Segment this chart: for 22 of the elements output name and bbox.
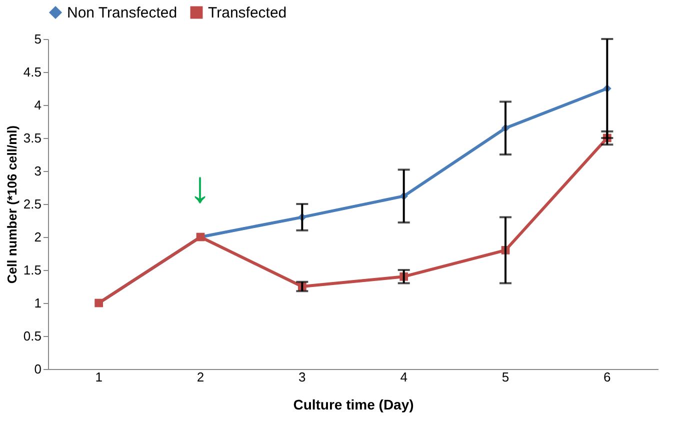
x-tick-label: 2	[196, 370, 204, 384]
y-axis-title: Cell number (*106 cell/ml)	[4, 125, 20, 284]
y-tick-label: 1	[34, 296, 42, 310]
x-tick-label: 5	[502, 370, 510, 384]
legend-label: Transfected	[208, 4, 287, 22]
legend-label: Non Transfected	[67, 4, 178, 22]
y-tick-label: 0	[34, 362, 42, 376]
y-tick-label: 4.5	[23, 64, 42, 80]
x-axis-title: Culture time (Day)	[293, 396, 414, 412]
y-tick-label: 2	[34, 230, 42, 244]
y-tick-label: 2.5	[23, 196, 42, 212]
y-tick-label: 3.5	[23, 130, 42, 146]
x-tick-label: 6	[604, 370, 611, 384]
y-tick-label: 1.5	[23, 262, 42, 278]
y-tick-label: 4	[34, 98, 42, 112]
x-tick-label: 3	[298, 370, 306, 384]
x-tick-label: 4	[400, 370, 408, 384]
y-tick-label: 0.5	[23, 328, 42, 344]
x-tick-label: 1	[95, 370, 102, 384]
annotation: ↓	[189, 163, 211, 212]
y-tick-label: 3	[34, 164, 42, 178]
y-tick-label: 5	[34, 32, 42, 46]
